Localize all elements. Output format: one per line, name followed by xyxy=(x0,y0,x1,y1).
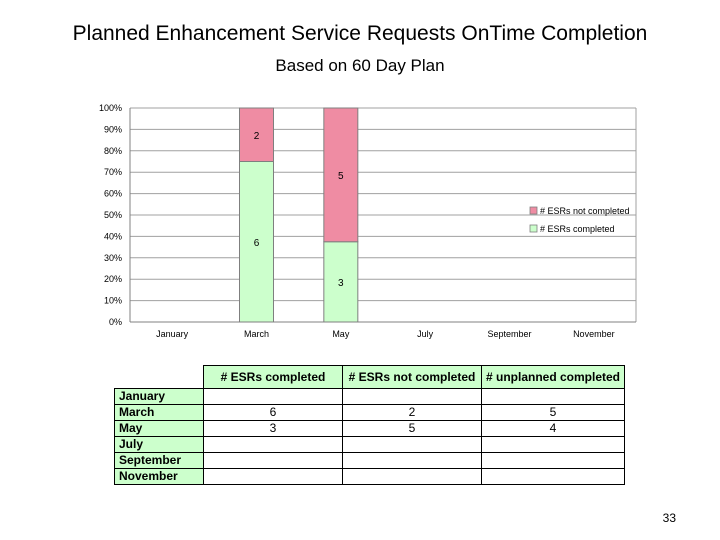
table-cell xyxy=(481,388,626,405)
table-row: March 6 2 5 xyxy=(114,404,626,421)
table-row: July xyxy=(114,436,626,453)
y-tick-label: 0% xyxy=(109,317,122,327)
legend-label: # ESRs completed xyxy=(540,224,615,234)
table-corner-cell xyxy=(115,366,204,389)
bar-segment xyxy=(239,161,274,323)
esr-data-table: # ESRs completed # ESRs not completed # … xyxy=(114,365,626,485)
data-label: 5 xyxy=(338,171,344,182)
table-row: January xyxy=(114,388,626,405)
y-tick-label: 60% xyxy=(104,189,122,199)
table-cell xyxy=(342,468,482,485)
x-tick-label: May xyxy=(332,329,350,339)
data-label: 6 xyxy=(254,238,260,249)
bar-segment xyxy=(239,107,274,162)
table-cell: 3 xyxy=(203,420,343,437)
slide-subtitle: Based on 60 Day Plan xyxy=(275,56,445,75)
y-tick-label: 70% xyxy=(104,167,122,177)
table-cell xyxy=(203,388,343,405)
table-cell xyxy=(203,452,343,469)
table-col-header: # ESRs not completed xyxy=(342,365,482,389)
stacked-percent-bar-chart: 0% 10% 20% 30% 40% 50% 60% 70% 80% 90% 100% January… xyxy=(99,103,637,339)
x-tick-label: September xyxy=(487,329,531,339)
table-row: September xyxy=(114,452,626,469)
table-row: November xyxy=(114,468,626,485)
table-cell: 5 xyxy=(342,420,482,437)
x-tick-label: March xyxy=(244,329,269,339)
x-tick-label: July xyxy=(417,329,434,339)
bar-segment xyxy=(323,107,359,243)
table-cell: 2 xyxy=(342,404,482,421)
table-cell xyxy=(481,436,626,453)
table-cell xyxy=(342,436,482,453)
table-row-header: November xyxy=(114,468,204,485)
table-cell: 4 xyxy=(481,420,626,437)
slide-title: Planned Enhancement Service Requests OnT… xyxy=(72,22,648,45)
y-tick-label: 90% xyxy=(104,124,122,134)
data-label: 3 xyxy=(338,278,344,289)
table-row-header: July xyxy=(114,436,204,453)
table-col-header: # unplanned completed xyxy=(480,365,626,389)
table-row-header: May xyxy=(114,420,204,437)
y-tick-label: 10% xyxy=(104,296,122,306)
bar-segment xyxy=(323,241,359,323)
legend-swatch xyxy=(529,206,538,215)
legend-label: # ESRs not completed xyxy=(540,206,630,216)
table-cell xyxy=(481,468,626,485)
table-row-header: January xyxy=(114,388,204,405)
table-header-row: # ESRs completed # ESRs not completed # … xyxy=(115,365,626,389)
table-col-header: # ESRs completed xyxy=(203,365,343,389)
page-number: 33 xyxy=(662,511,676,525)
data-label: 2 xyxy=(254,131,260,142)
y-tick-label: 50% xyxy=(104,210,122,220)
table-row-header: September xyxy=(114,452,204,469)
y-tick-label: 30% xyxy=(104,253,122,263)
y-tick-label: 40% xyxy=(104,231,122,241)
legend-swatch xyxy=(529,224,538,233)
table-cell xyxy=(342,388,482,405)
x-tick-label: November xyxy=(573,329,615,339)
table-cell: 6 xyxy=(203,404,343,421)
y-tick-label: 20% xyxy=(104,274,122,284)
y-tick-label: 100% xyxy=(99,103,122,113)
table-row-header: March xyxy=(114,404,204,421)
table-cell xyxy=(342,452,482,469)
table-cell xyxy=(203,436,343,453)
table-row: May 3 5 4 xyxy=(114,420,626,437)
table-cell xyxy=(203,468,343,485)
x-tick-label: January xyxy=(156,329,189,339)
y-tick-label: 80% xyxy=(104,146,122,156)
table-cell xyxy=(481,452,626,469)
table-cell: 5 xyxy=(481,404,626,421)
